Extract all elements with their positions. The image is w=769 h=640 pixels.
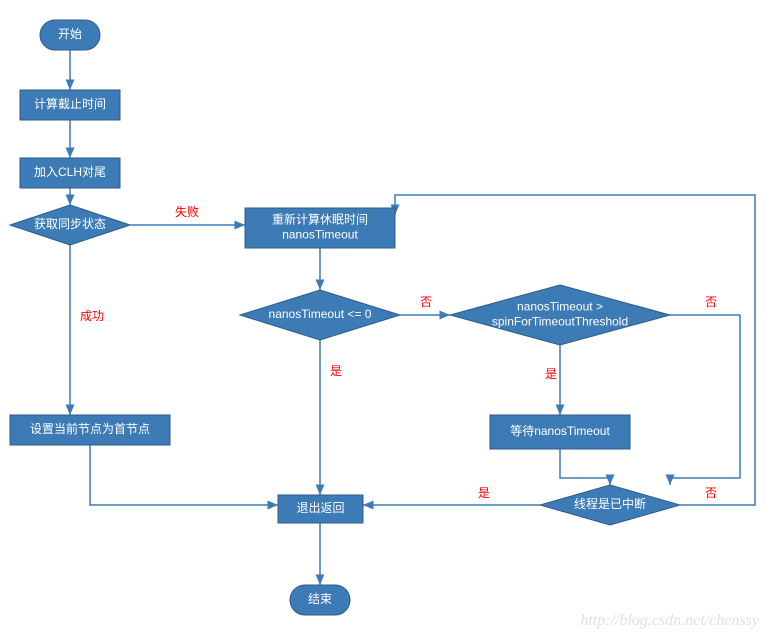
- edge-setHead-exit: [90, 445, 278, 505]
- node-label: 重新计算休眠时间: [272, 212, 368, 227]
- edge-wait-interrupted: [560, 449, 610, 485]
- node-label: 退出返回: [296, 501, 344, 515]
- edge-interrupted-recalc: [395, 195, 755, 505]
- edge-label: 是: [545, 367, 557, 381]
- node-enqueue: 加入CLH对尾: [20, 158, 120, 188]
- node-setHead: 设置当前节点为首节点: [10, 415, 170, 445]
- node-label: 结束: [308, 592, 332, 606]
- edge-label: 否: [420, 295, 432, 309]
- edge-label: 是: [478, 486, 490, 500]
- node-le0: nanosTimeout <= 0: [240, 290, 400, 340]
- node-label: 线程是已中断: [574, 496, 646, 511]
- edge-label: 成功: [80, 309, 104, 323]
- node-acquire: 获取同步状态: [10, 205, 130, 245]
- node-label: 设置当前节点为首节点: [30, 421, 150, 436]
- node-exit: 退出返回: [278, 495, 363, 523]
- node-label: 计算截止时间: [34, 96, 106, 111]
- node-calc: 计算截止时间: [20, 90, 120, 120]
- node-label: nanosTimeout: [282, 228, 358, 242]
- edge-gtThresh-interrupted: [670, 315, 740, 485]
- node-label: 获取同步状态: [34, 217, 106, 231]
- node-interrupted: 线程是已中断: [540, 485, 680, 525]
- node-gtThresh: nanosTimeout >spinForTimeoutThreshold: [450, 285, 670, 345]
- node-label: 等待nanosTimeout: [510, 424, 610, 438]
- node-recalc: 重新计算休眠时间nanosTimeout: [245, 208, 395, 248]
- node-label: nanosTimeout >: [517, 300, 603, 314]
- node-label: nanosTimeout <= 0: [269, 307, 372, 321]
- edge-label: 失败: [175, 204, 199, 219]
- node-wait: 等待nanosTimeout: [490, 415, 630, 449]
- node-label: spinForTimeoutThreshold: [492, 315, 628, 329]
- edge-label: 否: [705, 295, 717, 309]
- edge-label: 是: [330, 364, 342, 378]
- node-label: 开始: [58, 27, 82, 41]
- node-label: 加入CLH对尾: [34, 165, 106, 179]
- node-end: 结束: [290, 585, 350, 615]
- edge-label: 否: [705, 486, 717, 500]
- node-start: 开始: [40, 20, 100, 50]
- flowchart-canvas: 失败否是是否是否成功开始计算截止时间加入CLH对尾获取同步状态重新计算休眠时间n…: [0, 0, 769, 640]
